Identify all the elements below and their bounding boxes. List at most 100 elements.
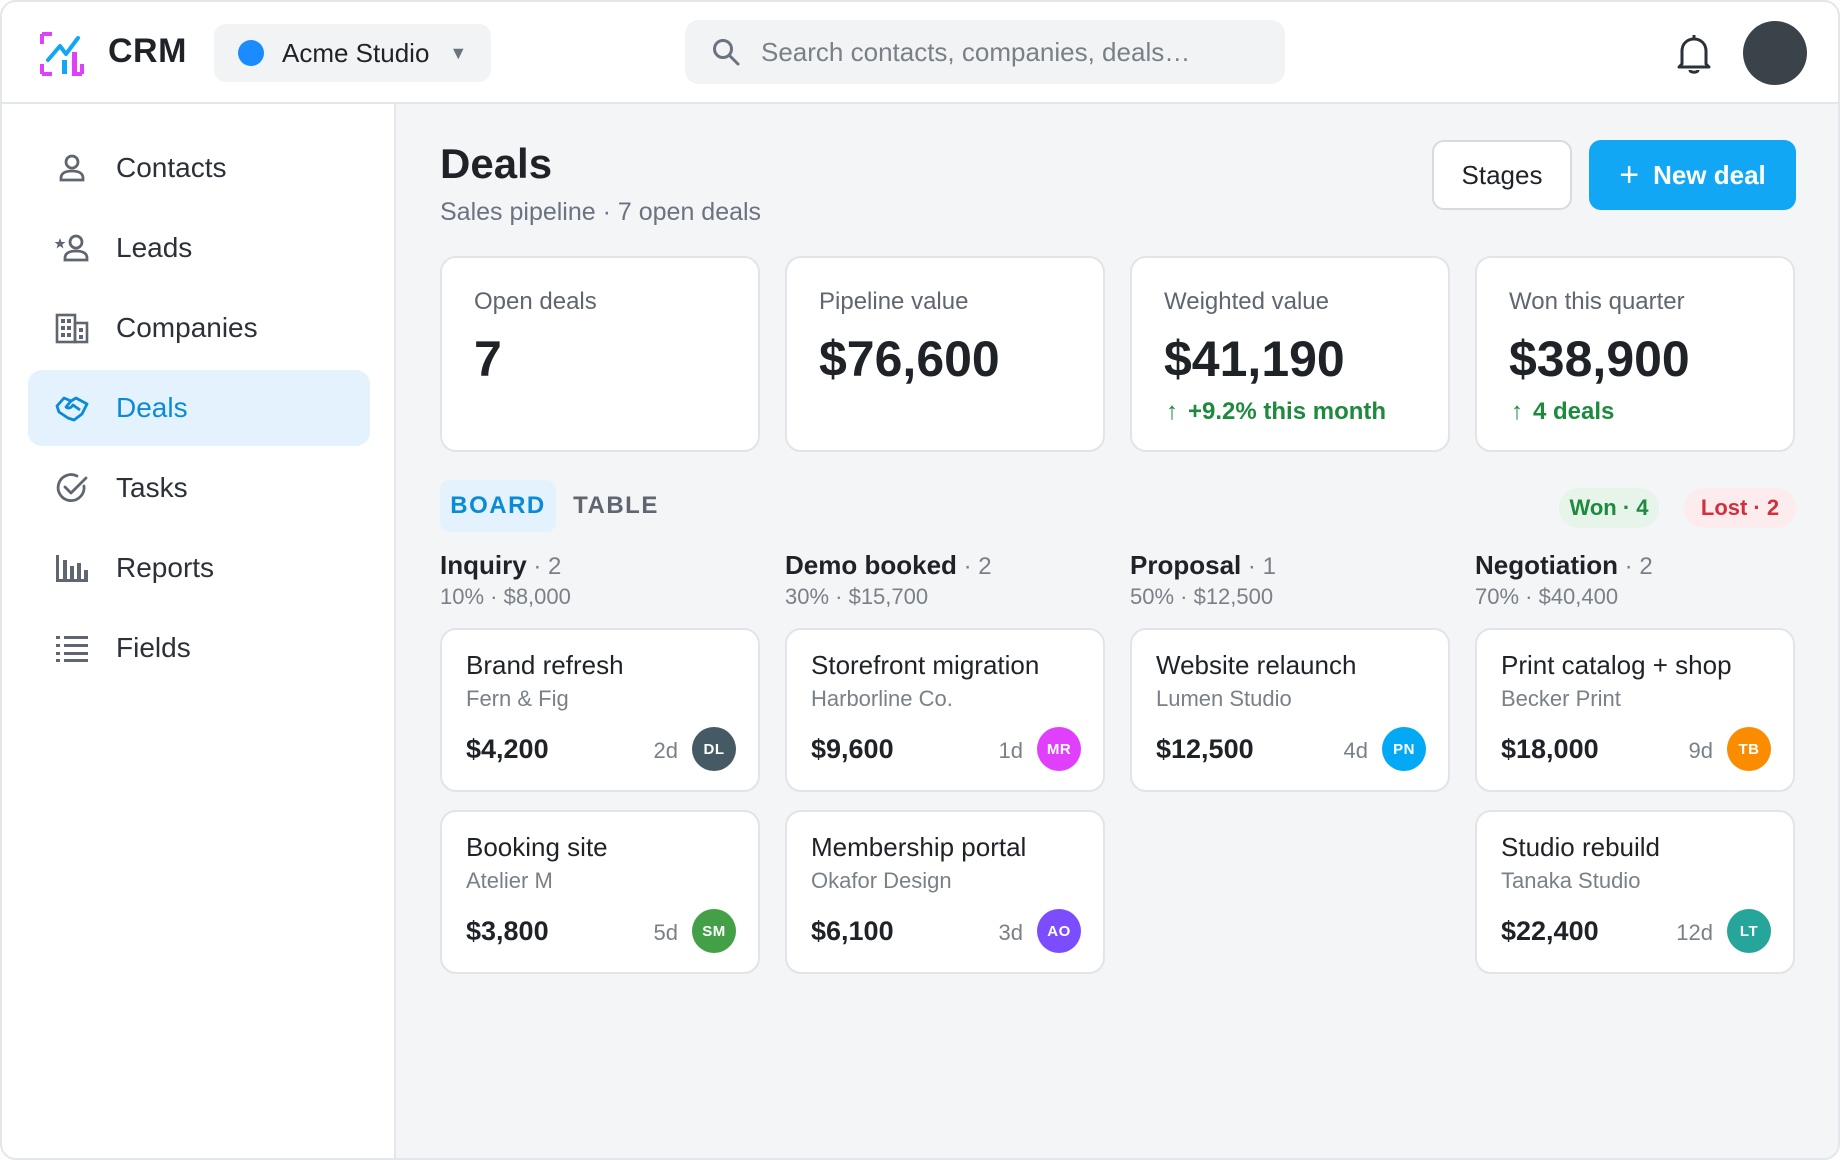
sidebar-item-fields[interactable]: Fields [28,610,370,686]
stat-trend-text: +9.2% this month [1188,398,1387,425]
owner-avatar: LT [1727,909,1771,953]
deal-amount: $18,000 [1501,734,1599,764]
deal-card[interactable]: Booking site Atelier M $3,800 5d SM [440,810,760,974]
deal-amount: $22,400 [1501,916,1599,946]
arrow-up-icon: ↑ [1511,398,1523,425]
stat-label: Won this quarter [1509,288,1685,315]
caret-down-icon: ▼ [449,42,468,63]
search-input[interactable] [761,36,1241,68]
column-header-demo-booked: Demo booked · 2 [785,550,992,581]
check-circle-icon [54,470,90,506]
column-title: Inquiry [440,550,527,580]
sidebar-item-label: Companies [116,312,258,343]
deal-company: Lumen Studio [1156,686,1292,711]
sidebar-item-label: Reports [116,552,215,583]
won-count-badge[interactable]: Won · 4 [1559,488,1659,528]
deal-age: 5d [653,920,678,945]
sidebar-item-companies[interactable]: Companies [28,290,370,366]
workspace-color-dot [238,40,264,66]
owner-avatar: MR [1037,727,1081,771]
list-icon [54,630,90,666]
stat-trend: ↑ 4 deals [1511,398,1614,426]
stat-value: 7 [474,331,502,387]
brand-name: CRM [108,32,187,70]
column-meta: 70% · $40,400 [1475,584,1619,609]
deal-amount: $6,100 [811,916,894,946]
sidebar-item-label: Contacts [116,152,227,183]
stat-card-pipeline-value: Pipeline value $76,600 [785,256,1105,452]
sidebar-item-label: Tasks [116,472,188,503]
notifications-bell-icon[interactable] [1674,32,1714,76]
main-content: Deals Sales pipeline · 7 open deals Stag… [396,104,1838,1158]
column-header-negotiation: Negotiation · 2 [1475,550,1653,581]
column-title: Demo booked [785,550,957,580]
building-icon [54,310,90,346]
deal-amount: $3,800 [466,916,549,946]
sidebar-item-reports[interactable]: Reports [28,530,370,606]
user-avatar[interactable] [1743,21,1807,85]
stat-value: $38,900 [1509,331,1690,387]
column-count: · 2 [526,553,562,580]
deal-amount: $12,500 [1156,734,1254,764]
deal-age: 4d [1343,738,1368,763]
deal-name: Storefront migration [811,650,1040,680]
deal-card[interactable]: Brand refresh Fern & Fig $4,200 2d DL [440,628,760,792]
owner-avatar: PN [1382,727,1426,771]
plus-icon: + [1619,156,1640,194]
column-count: · 1 [1241,553,1276,580]
deal-name: Print catalog + shop [1501,650,1732,680]
deal-name: Studio rebuild [1501,832,1660,862]
deal-card[interactable]: Storefront migration Harborline Co. $9,6… [785,628,1105,792]
sidebar: Contacts Leads Companies Deals Tasks [2,104,396,1158]
deal-age: 9d [1688,738,1713,763]
workspace-switcher[interactable]: Acme Studio ▼ [214,24,491,82]
stat-label: Pipeline value [819,288,969,315]
deal-card[interactable]: Print catalog + shop Becker Print $18,00… [1475,628,1795,792]
page-subtitle: Sales pipeline · 7 open deals [440,198,762,226]
deal-card[interactable]: Membership portal Okafor Design $6,100 3… [785,810,1105,974]
deal-card[interactable]: Website relaunch Lumen Studio $12,500 4d… [1130,628,1450,792]
deal-company: Atelier M [466,868,553,893]
stat-card-open-deals: Open deals 7 [440,256,760,452]
tab-table[interactable]: TABLE [573,492,659,519]
deal-company: Becker Print [1501,686,1621,711]
person-icon [54,150,90,186]
column-title: Proposal [1130,550,1242,580]
global-search [685,20,1285,84]
stat-value: $41,190 [1164,331,1345,387]
sidebar-item-label: Fields [116,632,191,663]
top-header: CRM Acme Studio ▼ [2,2,1838,104]
stat-value: $76,600 [819,331,1000,387]
handshake-icon [54,390,90,426]
sidebar-item-deals[interactable]: Deals [28,370,370,446]
deal-age: 12d [1676,920,1713,945]
deal-age: 3d [998,920,1023,945]
sidebar-item-leads[interactable]: Leads [28,210,370,286]
column-meta: 10% · $8,000 [440,584,571,609]
deal-name: Membership portal [811,832,1027,862]
search-icon [713,39,740,66]
stat-trend-text: 4 deals [1533,398,1615,425]
owner-avatar: AO [1037,909,1081,953]
sidebar-item-contacts[interactable]: Contacts [28,130,370,206]
deal-age: 1d [998,738,1023,763]
deal-card[interactable]: Studio rebuild Tanaka Studio $22,400 12d… [1475,810,1795,974]
deal-company: Fern & Fig [466,686,569,711]
stages-button[interactable]: Stages [1432,140,1572,210]
column-meta: 50% · $12,500 [1130,584,1274,609]
stat-card-weighted-value: Weighted value $41,190 ↑ +9.2% this mont… [1130,256,1450,452]
new-deal-button[interactable]: + New deal [1589,140,1796,210]
arrow-up-icon: ↑ [1166,398,1178,425]
owner-avatar: SM [692,909,736,953]
lost-count-badge[interactable]: Lost · 2 [1684,488,1796,528]
column-title: Negotiation [1475,550,1618,580]
stat-label: Open deals [474,288,597,315]
stat-card-won-this-quarter: Won this quarter $38,900 ↑ 4 deals [1475,256,1795,452]
deal-amount: $4,200 [466,734,549,764]
column-header-inquiry: Inquiry · 2 [440,550,561,581]
sidebar-item-label: Deals [116,392,188,423]
column-count: · 2 [1618,553,1653,580]
sidebar-item-tasks[interactable]: Tasks [28,450,370,526]
tab-board[interactable]: BOARD [440,480,556,532]
